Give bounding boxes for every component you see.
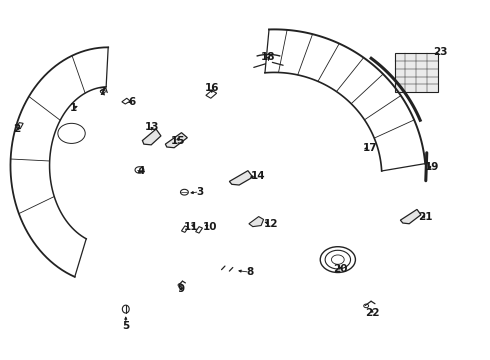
Polygon shape	[229, 171, 253, 185]
Text: 19: 19	[424, 162, 439, 172]
Text: 5: 5	[122, 321, 129, 331]
Text: 3: 3	[196, 187, 203, 197]
Text: 2: 2	[13, 124, 21, 134]
Polygon shape	[249, 217, 264, 226]
Polygon shape	[394, 53, 438, 92]
Text: 11: 11	[184, 222, 198, 232]
Text: 10: 10	[202, 222, 217, 232]
Text: 21: 21	[418, 212, 433, 222]
Text: 9: 9	[177, 284, 185, 294]
Text: 13: 13	[145, 122, 159, 132]
Text: 20: 20	[333, 264, 347, 274]
Text: 15: 15	[171, 136, 185, 146]
Text: 17: 17	[363, 143, 377, 153]
Text: 4: 4	[138, 166, 145, 176]
Text: 22: 22	[365, 309, 379, 318]
Polygon shape	[165, 133, 187, 148]
Text: 6: 6	[128, 97, 135, 107]
Text: 8: 8	[246, 267, 253, 277]
Text: 23: 23	[433, 47, 448, 57]
Text: 14: 14	[250, 171, 265, 181]
Text: 12: 12	[264, 219, 278, 229]
Text: 1: 1	[70, 103, 76, 113]
Polygon shape	[400, 210, 421, 224]
Polygon shape	[143, 129, 161, 145]
Text: 7: 7	[98, 87, 106, 97]
Text: 16: 16	[204, 83, 219, 93]
Text: 18: 18	[261, 52, 276, 62]
